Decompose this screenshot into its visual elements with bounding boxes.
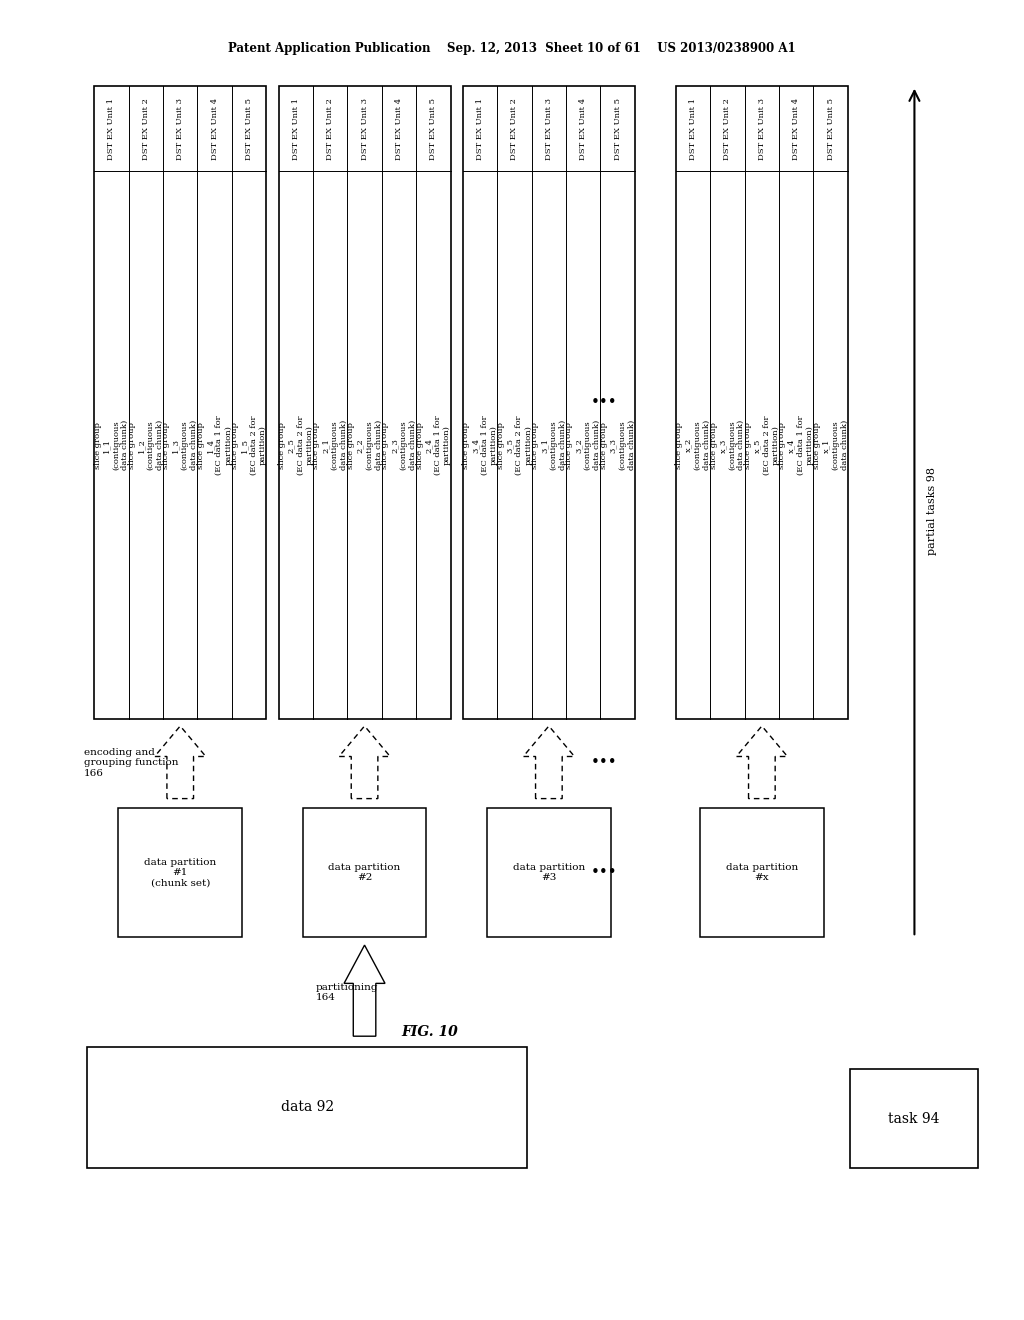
Bar <box>119 808 242 937</box>
Text: DST EX Unit 5: DST EX Unit 5 <box>826 98 835 160</box>
Text: FIG. 10: FIG. 10 <box>401 1026 459 1039</box>
Text: DST EX Unit 1: DST EX Unit 1 <box>476 98 484 160</box>
Text: slice group
1_3
(contiguous
data chunk): slice group 1_3 (contiguous data chunk) <box>163 420 198 470</box>
Bar <box>87 1047 527 1168</box>
Text: DST EX Unit 3: DST EX Unit 3 <box>758 98 766 160</box>
Text: slice group
1_4
(EC data 1 for
partition): slice group 1_4 (EC data 1 for partition… <box>197 416 232 475</box>
Text: DST EX Unit 4: DST EX Unit 4 <box>793 98 801 160</box>
Text: data partition
#3: data partition #3 <box>513 863 585 882</box>
Bar <box>279 86 451 719</box>
Text: •••: ••• <box>591 755 617 770</box>
Polygon shape <box>344 945 385 1036</box>
Text: slice group
3_2
(contiguous
data chunk): slice group 3_2 (contiguous data chunk) <box>565 420 601 470</box>
Text: DST EX Unit 3: DST EX Unit 3 <box>545 98 553 160</box>
Text: slice group
x_5
(EC data 2 for
partition): slice group x_5 (EC data 2 for partition… <box>744 416 779 475</box>
Polygon shape <box>736 726 787 799</box>
Text: slice group
x_3
(contiguous
data chunk): slice group x_3 (contiguous data chunk) <box>710 420 745 470</box>
Text: DST EX Unit 2: DST EX Unit 2 <box>326 98 334 160</box>
Text: •••: ••• <box>591 865 617 880</box>
Text: DST EX Unit 2: DST EX Unit 2 <box>723 98 731 160</box>
Text: partial tasks 98: partial tasks 98 <box>927 467 937 556</box>
Text: slice group
2_4
(EC data 1 for
partition): slice group 2_4 (EC data 1 for partition… <box>416 416 452 475</box>
Text: DST EX Unit 5: DST EX Unit 5 <box>613 98 622 160</box>
Text: DST EX Unit 3: DST EX Unit 3 <box>360 98 369 160</box>
Text: encoding and
grouping function
166: encoding and grouping function 166 <box>84 748 178 777</box>
Text: slice group
1_1
(contiguous
data chunk): slice group 1_1 (contiguous data chunk) <box>93 420 129 470</box>
Text: DST EX Unit 4: DST EX Unit 4 <box>395 98 403 160</box>
Bar <box>700 808 823 937</box>
Text: slice group
x_4
(EC data 1 for
partition): slice group x_4 (EC data 1 for partition… <box>778 416 814 475</box>
Text: DST EX Unit 4: DST EX Unit 4 <box>580 98 588 160</box>
Text: partitioning
164: partitioning 164 <box>315 983 378 1002</box>
Text: slice group
x_2
(contiguous
data chunk): slice group x_2 (contiguous data chunk) <box>675 420 711 470</box>
Polygon shape <box>523 726 574 799</box>
Text: •••: ••• <box>591 395 617 411</box>
Text: slice group
1_5
(EC data 2 for
partition): slice group 1_5 (EC data 2 for partition… <box>231 416 267 475</box>
Text: slice group
x_1
(contiguous
data chunk): slice group x_1 (contiguous data chunk) <box>813 420 849 470</box>
Text: slice group
3_5
(EC data 2 for
partition): slice group 3_5 (EC data 2 for partition… <box>497 416 532 475</box>
Text: DST EX Unit 4: DST EX Unit 4 <box>211 98 219 160</box>
Text: DST EX Unit 1: DST EX Unit 1 <box>108 98 116 160</box>
Text: slice group
2_1
(contiguous
data chunk): slice group 2_1 (contiguous data chunk) <box>312 420 348 470</box>
Text: slice group
3_3
(contiguous
data chunk): slice group 3_3 (contiguous data chunk) <box>600 420 636 470</box>
Text: data partition
#2: data partition #2 <box>329 863 400 882</box>
Text: task 94: task 94 <box>888 1111 940 1126</box>
Text: data partition
#x: data partition #x <box>726 863 798 882</box>
Text: slice group
3_4
(EC data 1 for
partition): slice group 3_4 (EC data 1 for partition… <box>462 416 498 475</box>
Bar <box>676 86 848 719</box>
Polygon shape <box>339 726 390 799</box>
Text: Patent Application Publication    Sep. 12, 2013  Sheet 10 of 61    US 2013/02389: Patent Application Publication Sep. 12, … <box>228 42 796 55</box>
Text: data partition
#1
(chunk set): data partition #1 (chunk set) <box>144 858 216 887</box>
Text: slice group
1_2
(contiguous
data chunk): slice group 1_2 (contiguous data chunk) <box>128 420 164 470</box>
Text: slice group
2_2
(contiguous
data chunk): slice group 2_2 (contiguous data chunk) <box>347 420 382 470</box>
Text: slice group
3_1
(contiguous
data chunk): slice group 3_1 (contiguous data chunk) <box>531 420 566 470</box>
Text: DST EX Unit 2: DST EX Unit 2 <box>510 98 518 160</box>
Bar <box>850 1069 978 1168</box>
Text: DST EX Unit 5: DST EX Unit 5 <box>245 98 253 160</box>
Text: DST EX Unit 1: DST EX Unit 1 <box>689 98 697 160</box>
Bar <box>463 86 635 719</box>
Text: DST EX Unit 1: DST EX Unit 1 <box>292 98 300 160</box>
Text: slice group
2_3
(contiguous
data chunk): slice group 2_3 (contiguous data chunk) <box>381 420 417 470</box>
Polygon shape <box>155 726 206 799</box>
Bar <box>303 808 426 937</box>
Text: DST EX Unit 5: DST EX Unit 5 <box>429 98 437 160</box>
Bar <box>94 86 266 719</box>
Text: DST EX Unit 2: DST EX Unit 2 <box>141 98 150 160</box>
Bar <box>487 808 610 937</box>
Text: slice group
2_5
(EC data 2 for
partition): slice group 2_5 (EC data 2 for partition… <box>278 416 313 475</box>
Text: data 92: data 92 <box>281 1101 334 1114</box>
Text: DST EX Unit 3: DST EX Unit 3 <box>176 98 184 160</box>
